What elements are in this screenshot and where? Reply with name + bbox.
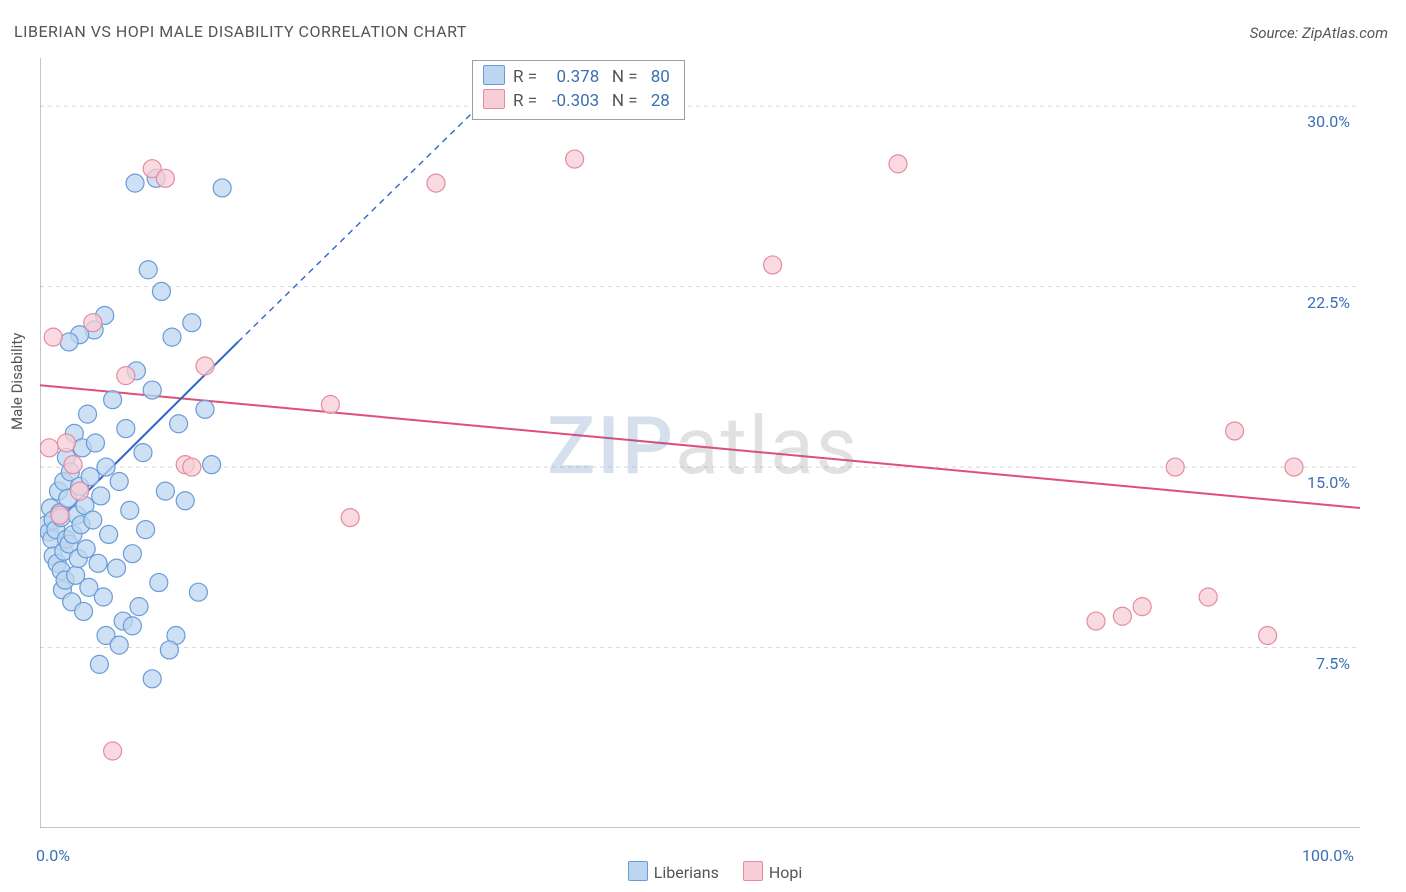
scatter-plot: [40, 58, 1360, 828]
x-tick-label: 100.0%: [1302, 846, 1354, 865]
stats-row: R = 0.378 N = 80: [483, 65, 670, 89]
y-tick-label: 15.0%: [1290, 473, 1350, 492]
legend-swatch: [483, 65, 505, 85]
stats-r-value: -0.303: [541, 89, 599, 113]
stats-n-label: N =: [599, 91, 642, 111]
chart-title: LIBERIAN VS HOPI MALE DISABILITY CORRELA…: [14, 22, 467, 41]
y-tick-label: 30.0%: [1290, 112, 1350, 131]
y-tick-label: 7.5%: [1290, 654, 1350, 673]
stats-row: R = -0.303 N = 28: [483, 89, 670, 113]
stats-r-label: R =: [513, 67, 541, 87]
legend-swatch: [743, 861, 763, 881]
source-label: Source: ZipAtlas.com: [1250, 24, 1388, 42]
stats-n-label: N =: [599, 67, 642, 87]
legend-label: Liberians: [654, 863, 719, 882]
legend-swatch: [483, 89, 505, 109]
legend-label: Hopi: [769, 863, 802, 882]
stats-r-label: R =: [513, 91, 541, 111]
stats-r-value: 0.378: [541, 65, 599, 89]
y-axis-label: Male Disability: [8, 333, 26, 430]
stats-n-value: 80: [642, 65, 670, 89]
stats-legend-box: R = 0.378 N = 80R = -0.303 N = 28: [472, 60, 685, 120]
bottom-legend: Liberians Hopi: [0, 861, 1406, 882]
stats-n-value: 28: [642, 89, 670, 113]
y-tick-label: 22.5%: [1290, 293, 1350, 312]
legend-swatch: [628, 861, 648, 881]
x-tick-label: 0.0%: [36, 846, 70, 865]
